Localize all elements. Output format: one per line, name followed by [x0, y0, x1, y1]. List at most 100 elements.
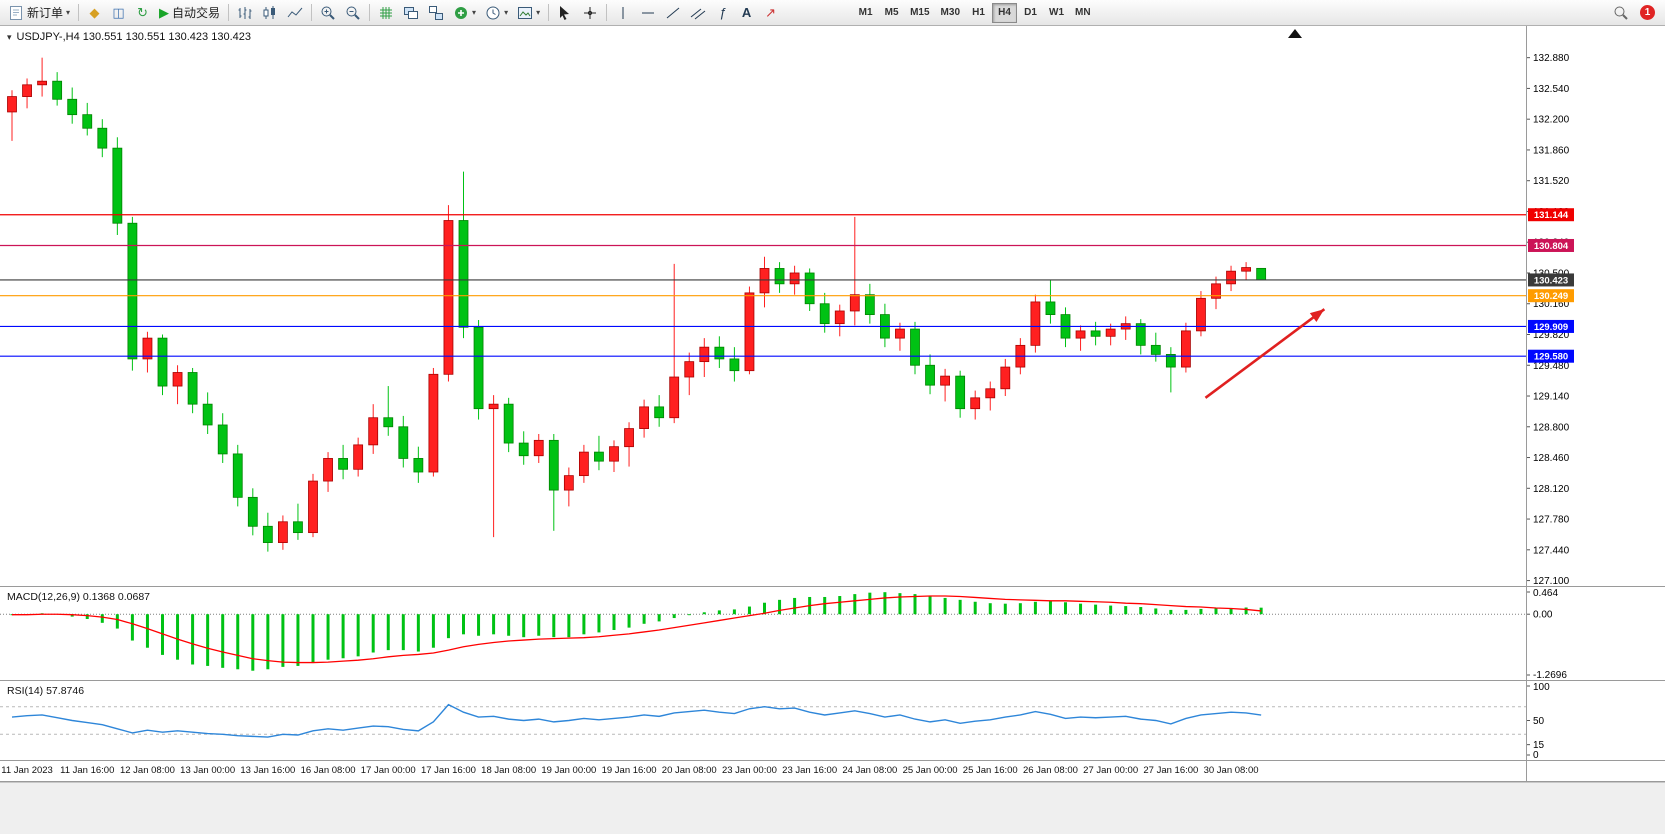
time-axis-label: 17 Jan 16:00 [420, 765, 476, 776]
time-axis-label: 23 Jan 00:00 [721, 765, 777, 776]
cascade-windows-button[interactable] [424, 2, 448, 24]
time-axis-label: 27 Jan 16:00 [1143, 765, 1199, 776]
search-icon [1614, 6, 1628, 20]
horizontal-line-button[interactable] [636, 2, 660, 24]
timeframe-button-m1[interactable]: M1 [853, 3, 878, 23]
templates-button[interactable]: ▾ [513, 2, 544, 24]
time-axis-label: 16 Jan 08:00 [300, 765, 356, 776]
line-chart-button[interactable] [283, 2, 307, 24]
channel-button[interactable] [686, 2, 710, 24]
timeframe-button-mn[interactable]: MN [1070, 3, 1096, 23]
vertical-line-icon [622, 6, 624, 19]
rsi-title: RSI(14) 57.8746 [7, 685, 84, 697]
indicators-grid-button[interactable] [374, 2, 398, 24]
macd-title-text: MACD(12,26,9) 0.1368 0.0687 [7, 591, 151, 603]
notification-badge[interactable]: 1 [1640, 5, 1655, 20]
svg-text:132.540: 132.540 [1533, 84, 1570, 95]
refresh-button[interactable]: ↻ [131, 2, 154, 24]
rsi-panel-canvas[interactable]: 100 50 150 [0, 681, 1665, 760]
trendline-button[interactable] [661, 2, 685, 24]
svg-text:129.480: 129.480 [1533, 361, 1570, 372]
time-axis-label: 11 Jan 2023 [1, 765, 53, 776]
search-button[interactable] [1609, 2, 1633, 24]
auto-trade-button[interactable]: ▶ 自动交易 [155, 2, 224, 24]
zoom-out-button[interactable] [341, 2, 365, 24]
time-axis-label: 19 Jan 00:00 [541, 765, 597, 776]
fibonacci-button[interactable]: ƒ [711, 2, 734, 24]
arrows-button[interactable]: ↗ [759, 2, 782, 24]
time-axis[interactable]: 11 Jan 2023 11 Jan 16:00 12 Jan 08:00 13 Ja… [0, 761, 1665, 781]
chevron-down-icon: ▾ [504, 8, 509, 17]
zoom-in-button[interactable] [316, 2, 340, 24]
svg-text:131.860: 131.860 [1533, 145, 1570, 156]
chevron-down-icon: ▾ [536, 8, 541, 17]
chevron-down-icon: ▾ [472, 8, 477, 17]
timeframe-button-d1[interactable]: D1 [1018, 3, 1043, 23]
timeframe-toolbar: M1 M5 M15 M30 H1 H4 D1 W1 MN [853, 2, 1096, 23]
time-axis-label: 13 Jan 16:00 [240, 765, 296, 776]
time-axis-label: 12 Jan 08:00 [119, 765, 175, 776]
toolbar-right-group: 1 [1609, 2, 1661, 24]
toolbar-separator [369, 4, 371, 21]
new-order-button[interactable]: 新订单 ▾ [4, 2, 74, 24]
timeframe-button-m15[interactable]: M15 [905, 3, 934, 23]
svg-text:128.800: 128.800 [1533, 422, 1570, 433]
time-axis-label: 20 Jan 08:00 [661, 765, 717, 776]
templates-icon [518, 6, 533, 19]
bars-chart-button[interactable] [233, 2, 257, 24]
wizard-icon: ◆ [89, 5, 100, 20]
cursor-icon [560, 5, 570, 20]
fibonacci-icon: ƒ [718, 5, 727, 20]
timeframe-button-w1[interactable]: W1 [1044, 3, 1069, 23]
chart-title-text: USDJPY-,H4 130.551 130.551 130.423 130.4… [16, 31, 251, 43]
timeframe-button-m5[interactable]: M5 [879, 3, 904, 23]
candlestick-chart-button[interactable] [258, 2, 282, 24]
svg-text:127.440: 127.440 [1533, 545, 1570, 556]
text-icon: A [741, 5, 752, 20]
vertical-line-button[interactable] [611, 2, 635, 24]
macd-title: MACD(12,26,9) 0.1368 0.0687 [7, 591, 150, 603]
panel-separator[interactable] [0, 760, 1665, 761]
profiles-button[interactable]: ◫ [107, 2, 130, 24]
macd-panel-canvas[interactable]: 0.464 0.00 -1.2696 [0, 587, 1665, 680]
refresh-icon: ↻ [137, 5, 148, 20]
wizard-button[interactable]: ◆ [83, 2, 106, 24]
panel-separator[interactable] [0, 586, 1665, 587]
timeframe-button-h4[interactable]: H4 [992, 2, 1017, 23]
time-axis-label: 25 Jan 16:00 [962, 765, 1018, 776]
cascade-windows-icon [429, 5, 444, 20]
periods-button[interactable]: ▾ [481, 2, 512, 24]
profiles-icon: ◫ [112, 5, 125, 20]
timeframe-button-h1[interactable]: H1 [966, 3, 991, 23]
price-axis-border[interactable] [1526, 26, 1527, 782]
text-button[interactable]: A [735, 2, 758, 24]
svg-text:128.120: 128.120 [1533, 484, 1570, 495]
price-chart-canvas[interactable]: 132.880 132.540 132.200 131.860 131.520 131.1… [0, 26, 1665, 586]
svg-text:15: 15 [1533, 740, 1545, 751]
svg-text:128.460: 128.460 [1533, 453, 1570, 464]
timeframe-button-m30[interactable]: M30 [936, 3, 965, 23]
rsi-title-text: RSI(14) 57.8746 [7, 685, 85, 697]
crosshair-button[interactable] [578, 2, 602, 24]
panel-separator [0, 781, 1665, 782]
tile-windows-button[interactable] [399, 2, 423, 24]
toolbar-separator [78, 4, 80, 21]
panel-separator[interactable] [0, 680, 1665, 681]
collapse-panel-icon[interactable]: ▾ [7, 31, 12, 42]
add-indicator-icon [455, 6, 468, 19]
add-indicator-button[interactable]: ▾ [449, 2, 480, 24]
crosshair-icon [584, 6, 597, 19]
new-order-icon [10, 5, 22, 20]
zoom-out-icon [346, 6, 360, 20]
time-axis-label: 24 Jan 08:00 [842, 765, 898, 776]
zoom-in-icon [321, 6, 335, 20]
time-axis-label: 30 Jan 08:00 [1203, 765, 1259, 776]
svg-text:127.780: 127.780 [1533, 515, 1570, 526]
cursor-button[interactable] [553, 2, 577, 24]
svg-text:129.909: 129.909 [1534, 322, 1568, 333]
time-axis-label: 23 Jan 16:00 [782, 765, 838, 776]
time-axis-label: 27 Jan 00:00 [1083, 765, 1139, 776]
svg-text:127.100: 127.100 [1533, 576, 1570, 586]
svg-text:132.880: 132.880 [1533, 53, 1570, 64]
